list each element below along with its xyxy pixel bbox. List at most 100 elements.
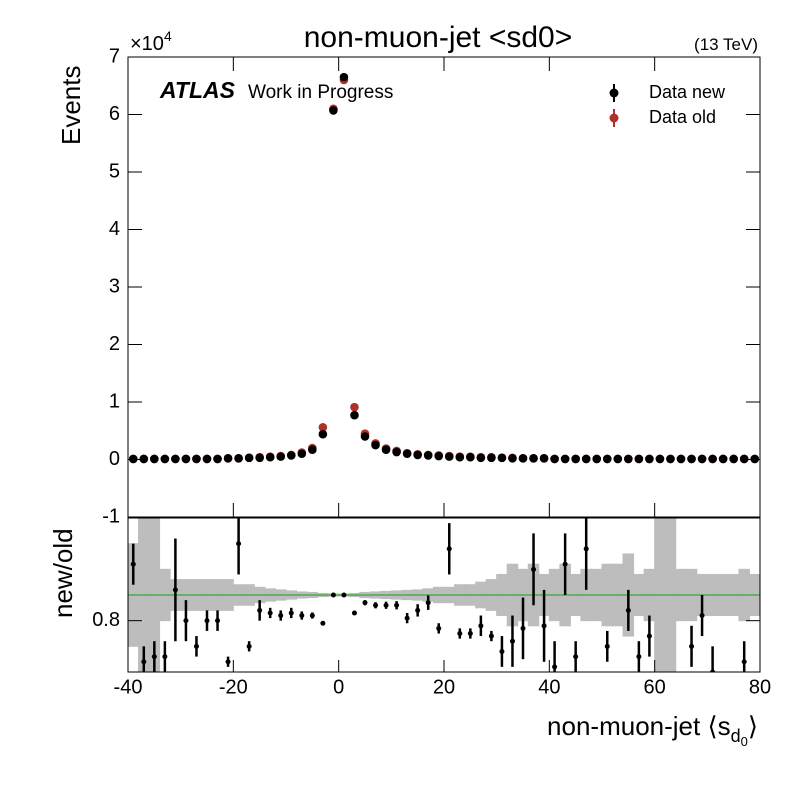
data-point bbox=[255, 453, 264, 463]
ratio-point bbox=[499, 648, 505, 654]
data-point bbox=[518, 454, 528, 463]
ratio-point bbox=[436, 625, 442, 631]
data-point bbox=[455, 452, 465, 462]
ratio-point bbox=[183, 618, 189, 624]
data-point bbox=[697, 454, 707, 464]
data-point bbox=[339, 72, 349, 82]
data-point bbox=[318, 423, 328, 432]
ratio-point bbox=[362, 600, 368, 606]
x-label-subsub: 0 bbox=[741, 734, 748, 749]
ratio-point bbox=[320, 620, 326, 626]
y-tick-label: 6 bbox=[109, 103, 120, 125]
x-tick-label: 0 bbox=[333, 676, 344, 698]
data-point bbox=[487, 453, 496, 463]
data-point bbox=[423, 451, 433, 460]
ratio-point bbox=[541, 623, 547, 629]
ratio-point bbox=[488, 633, 494, 639]
data-point bbox=[350, 410, 359, 420]
ratio-point bbox=[699, 613, 705, 619]
x-tick-label: 20 bbox=[433, 676, 455, 698]
ratio-point bbox=[330, 592, 336, 598]
multiplier-base: ×10 bbox=[130, 33, 164, 55]
data-point bbox=[634, 454, 644, 464]
ratio-point bbox=[172, 587, 178, 593]
ratio-point bbox=[288, 610, 294, 616]
ratio-point bbox=[710, 669, 716, 672]
status-label: Work in Progress bbox=[248, 82, 393, 103]
data-point bbox=[434, 451, 444, 461]
legend-label: Data new bbox=[649, 82, 726, 102]
data-point bbox=[602, 454, 612, 464]
data-point bbox=[223, 454, 233, 463]
ratio-point bbox=[341, 592, 347, 598]
ratio-point bbox=[309, 613, 315, 619]
y-tick-label: -1 bbox=[102, 505, 120, 527]
chart-title: non-muon-jet <sd0> bbox=[304, 21, 573, 54]
data-point bbox=[139, 454, 149, 464]
ratio-point bbox=[225, 659, 231, 665]
ratio-point bbox=[162, 654, 168, 660]
ratio-point bbox=[625, 607, 631, 613]
data-point bbox=[297, 449, 307, 459]
data-point bbox=[171, 454, 180, 464]
ratio-point bbox=[467, 631, 473, 636]
ratio-point bbox=[236, 541, 242, 547]
data-point bbox=[497, 453, 507, 463]
ratio-point bbox=[299, 613, 305, 619]
ratio-point bbox=[636, 654, 642, 660]
data-point bbox=[645, 454, 654, 464]
ratio-point bbox=[267, 610, 273, 616]
ratio-point bbox=[193, 643, 199, 649]
data-point bbox=[718, 454, 728, 464]
data-point bbox=[213, 454, 222, 464]
data-point bbox=[655, 454, 665, 464]
data-point bbox=[529, 454, 538, 463]
data-point bbox=[371, 440, 380, 450]
data-point bbox=[413, 450, 422, 460]
y-tick-label: 3 bbox=[109, 275, 120, 297]
ratio-point bbox=[573, 654, 579, 660]
data-point bbox=[750, 454, 760, 464]
data-point bbox=[381, 445, 391, 455]
data-point bbox=[666, 454, 675, 464]
ratio-point bbox=[689, 643, 695, 649]
data-point bbox=[581, 454, 591, 464]
data-point bbox=[350, 402, 359, 412]
data-point bbox=[276, 452, 286, 461]
data-point bbox=[128, 454, 138, 464]
ratio-point bbox=[741, 659, 747, 665]
ratio-point bbox=[425, 600, 431, 606]
ratio-point bbox=[446, 546, 452, 552]
data-point bbox=[318, 429, 328, 439]
energy-label: (13 TeV) bbox=[694, 35, 758, 54]
legend-marker bbox=[609, 113, 619, 123]
y-tick-label: 2 bbox=[109, 333, 120, 355]
ratio-point bbox=[246, 643, 252, 649]
x-tick-label: 40 bbox=[538, 676, 560, 698]
data-point bbox=[571, 454, 580, 464]
ratio-y-axis-label: new/old bbox=[48, 528, 78, 618]
x-label-close: ⟩ bbox=[748, 711, 758, 741]
y-tick-label: 5 bbox=[109, 160, 120, 182]
data-point bbox=[392, 447, 401, 457]
data-point bbox=[560, 454, 570, 464]
x-tick-label: 60 bbox=[644, 676, 666, 698]
data-point bbox=[150, 454, 159, 464]
ratio-point bbox=[278, 613, 284, 619]
data-point bbox=[234, 454, 243, 463]
y-tick-label: 0 bbox=[109, 448, 120, 470]
ratio-point bbox=[562, 561, 568, 567]
ratio-point bbox=[351, 610, 357, 616]
x-axis-label: non-muon-jet ⟨sd0⟩ bbox=[547, 711, 758, 749]
ratio-point bbox=[130, 561, 136, 567]
data-point bbox=[265, 452, 275, 462]
data-point bbox=[202, 454, 212, 464]
ratio-point bbox=[583, 546, 589, 552]
data-point bbox=[402, 449, 412, 459]
legend-label: Data old bbox=[649, 107, 716, 127]
ratio-point bbox=[394, 602, 400, 608]
experiment-label: ATLAS bbox=[159, 77, 236, 103]
ratio-point bbox=[520, 625, 526, 631]
ratio-point bbox=[383, 602, 389, 608]
